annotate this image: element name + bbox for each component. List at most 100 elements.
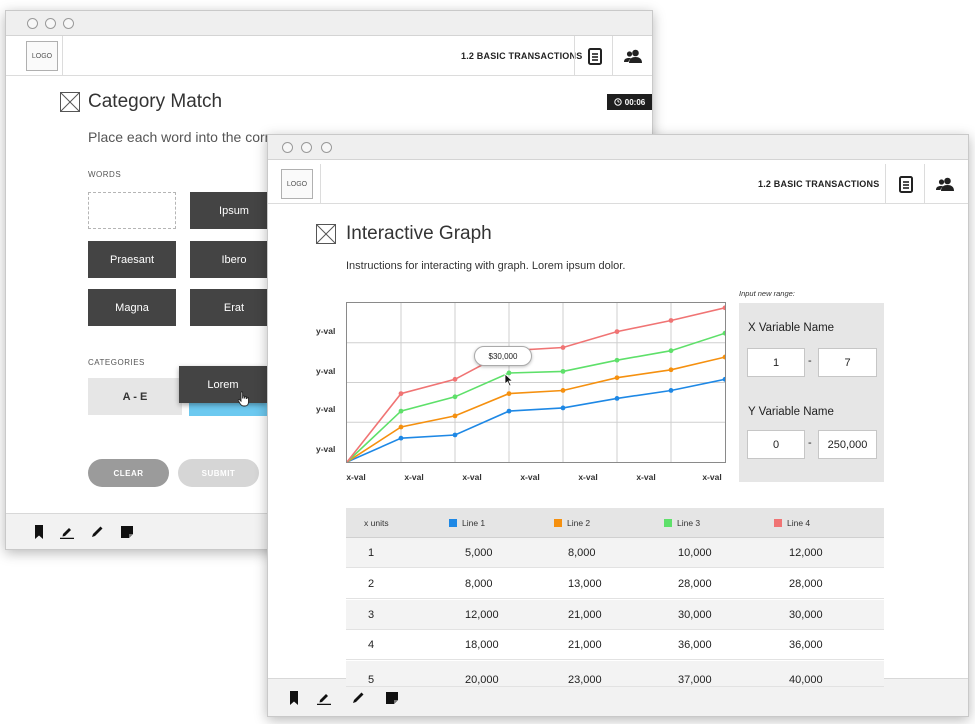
data-point[interactable]: [506, 370, 512, 376]
category-drop-zone[interactable]: A - E: [88, 378, 182, 415]
x-min-input[interactable]: 1: [747, 348, 805, 377]
data-point[interactable]: [560, 345, 566, 350]
table-cell: 23,000: [568, 674, 602, 686]
bookmark-icon: [290, 691, 298, 705]
series-line-4[interactable]: [347, 307, 725, 462]
series-line-3[interactable]: [347, 332, 725, 462]
table-cell: 30,000: [678, 609, 712, 621]
data-point[interactable]: [506, 408, 512, 414]
data-point[interactable]: [398, 408, 404, 414]
lesson-section-title: 1.2 BASIC TRANSACTIONS: [758, 179, 880, 189]
note-button[interactable]: [118, 523, 136, 541]
data-point[interactable]: [722, 354, 725, 360]
data-point[interactable]: [614, 396, 620, 401]
table-cell: 37,000: [678, 674, 712, 686]
close-window-button[interactable]: [282, 142, 293, 153]
timer-value: 00:06: [624, 97, 646, 107]
y-tick-label: y-val: [316, 366, 336, 376]
column-header: Line 2: [554, 508, 590, 538]
page-title: Interactive Graph: [346, 223, 492, 244]
data-point[interactable]: [722, 305, 725, 311]
table-cell: 8,000: [568, 547, 596, 559]
timer-badge: 00:06: [607, 94, 652, 110]
minimize-window-button[interactable]: [301, 142, 312, 153]
data-point[interactable]: [614, 375, 620, 381]
bookmark-button[interactable]: [30, 523, 48, 541]
data-point[interactable]: [560, 368, 566, 374]
chart-tooltip: $30,000: [474, 346, 532, 366]
word-tile[interactable]: Praesant: [88, 241, 176, 278]
pen-button[interactable]: [88, 523, 106, 541]
y-tick-label: y-val: [316, 444, 336, 454]
column-header-label: Line 3: [677, 518, 701, 528]
data-point[interactable]: [398, 424, 404, 430]
data-point[interactable]: [560, 405, 566, 411]
data-point[interactable]: [398, 391, 404, 397]
data-point[interactable]: [668, 367, 674, 373]
document-button[interactable]: [574, 36, 614, 76]
submit-button[interactable]: SUBMIT: [178, 459, 259, 487]
arrow-cursor-icon: [504, 373, 514, 387]
bookmark-button[interactable]: [285, 689, 303, 707]
window-titlebar: [6, 11, 652, 36]
hand-cursor-icon: [237, 391, 249, 407]
close-window-button[interactable]: [27, 18, 38, 29]
category-drop-highlight: [189, 401, 269, 416]
y-min-input[interactable]: 0: [747, 430, 805, 459]
dragging-word-tile[interactable]: Lorem: [179, 366, 267, 403]
word-tile[interactable]: Erat: [190, 289, 278, 326]
y-tick-label: y-val: [316, 404, 336, 414]
data-point[interactable]: [668, 388, 674, 393]
column-header: Line 3: [664, 508, 700, 538]
users-icon: [935, 177, 954, 191]
note-button[interactable]: [383, 689, 401, 707]
line-3-swatch: [664, 519, 672, 527]
data-point[interactable]: [668, 348, 674, 354]
data-point[interactable]: [506, 391, 512, 397]
column-header: x units: [364, 508, 389, 538]
y-max-input[interactable]: 250,000: [818, 430, 877, 459]
data-point[interactable]: [668, 318, 674, 323]
data-point[interactable]: [452, 394, 458, 400]
table-cell: 28,000: [789, 578, 823, 590]
sticky-note-icon: [121, 526, 133, 538]
maximize-window-button[interactable]: [63, 18, 74, 29]
document-button[interactable]: [885, 164, 925, 204]
instruction-text: Instructions for interacting with graph.…: [346, 260, 626, 272]
word-tile[interactable]: Ipsum: [190, 192, 278, 229]
users-button[interactable]: [924, 164, 964, 204]
image-placeholder-icon: [60, 92, 80, 112]
data-point[interactable]: [452, 376, 458, 382]
bookmark-icon: [35, 525, 43, 539]
image-placeholder-icon: [316, 224, 336, 244]
pen-button[interactable]: [349, 689, 367, 707]
data-point[interactable]: [398, 435, 404, 441]
app-bar: LOGO 1.2 BASIC TRANSACTIONS: [6, 36, 652, 76]
data-point[interactable]: [614, 357, 620, 363]
data-point[interactable]: [722, 330, 725, 336]
table-header: x units Line 1 Line 2 Line 3 Line 4: [346, 508, 884, 538]
logo: LOGO: [26, 41, 58, 71]
highlight-button[interactable]: [315, 689, 333, 707]
column-header-label: x units: [364, 518, 389, 528]
data-point[interactable]: [614, 329, 620, 335]
data-point[interactable]: [452, 432, 458, 438]
series-line-2[interactable]: [347, 356, 725, 462]
word-tile[interactable]: Ibero: [190, 241, 278, 278]
line-chart[interactable]: [346, 302, 726, 463]
line-2-swatch: [554, 519, 562, 527]
minimize-window-button[interactable]: [45, 18, 56, 29]
logo-divider: [62, 36, 63, 75]
highlight-button[interactable]: [58, 523, 76, 541]
data-point[interactable]: [560, 388, 566, 393]
series-line-1[interactable]: [347, 378, 725, 462]
maximize-window-button[interactable]: [321, 142, 332, 153]
data-point[interactable]: [452, 413, 458, 419]
window-titlebar: [268, 135, 968, 160]
data-point[interactable]: [722, 376, 725, 382]
word-tile[interactable]: Magna: [88, 289, 176, 326]
clear-button[interactable]: CLEAR: [88, 459, 169, 487]
x-max-input[interactable]: 7: [818, 348, 877, 377]
x-tick-label: x-val: [578, 472, 598, 482]
users-button[interactable]: [612, 36, 652, 76]
